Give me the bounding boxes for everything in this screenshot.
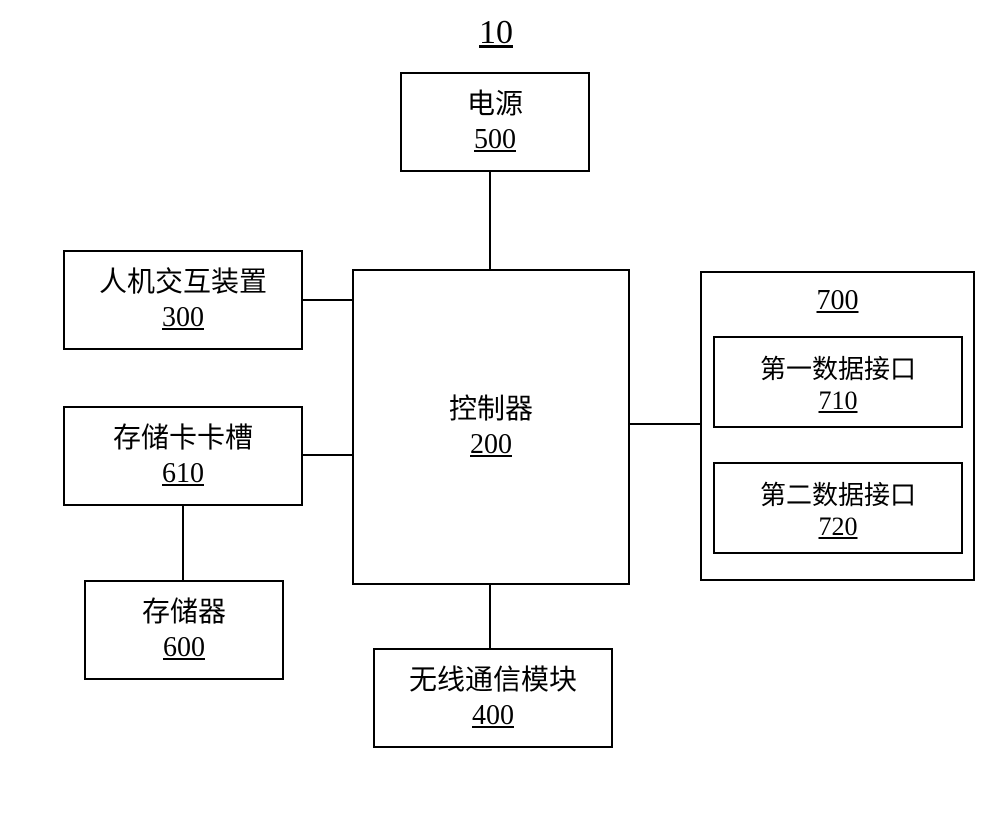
node-memory-number: 600 <box>163 630 205 665</box>
node-interface-2: 第二数据接口 720 <box>713 462 963 554</box>
node-hmi: 人机交互装置 300 <box>63 250 303 350</box>
node-wireless-label: 无线通信模块 <box>409 663 577 698</box>
node-card-slot-number: 610 <box>162 456 204 491</box>
node-group-700-number: 700 <box>702 285 973 317</box>
node-wireless: 无线通信模块 400 <box>373 648 613 748</box>
node-interface-1-number: 710 <box>819 386 858 416</box>
edge-cardslot-memory <box>182 506 184 580</box>
edge-power-controller <box>489 172 491 269</box>
node-memory-label: 存储器 <box>142 595 226 630</box>
node-controller: 控制器 200 <box>352 269 630 585</box>
diagram-title-number: 10 <box>479 14 513 52</box>
node-power-number: 500 <box>474 122 516 157</box>
node-card-slot-label: 存储卡卡槽 <box>113 421 253 456</box>
node-wireless-number: 400 <box>472 698 514 733</box>
node-hmi-number: 300 <box>162 300 204 335</box>
node-controller-number: 200 <box>470 427 512 462</box>
node-memory: 存储器 600 <box>84 580 284 680</box>
node-power: 电源 500 <box>400 72 590 172</box>
node-power-label: 电源 <box>467 87 523 122</box>
node-interface-1: 第一数据接口 710 <box>713 336 963 428</box>
node-controller-label: 控制器 <box>449 392 533 427</box>
edge-hmi-controller <box>303 299 352 301</box>
node-interface-2-label: 第二数据接口 <box>760 475 916 512</box>
edge-cardslot-controller <box>303 454 352 456</box>
node-hmi-label: 人机交互装置 <box>99 265 267 300</box>
edge-controller-group700 <box>630 423 700 425</box>
diagram-canvas: 10 电源 500 人机交互装置 300 存储卡卡槽 610 存储器 600 控… <box>0 0 1000 815</box>
edge-controller-wireless <box>489 585 491 648</box>
node-interface-2-number: 720 <box>819 512 858 542</box>
node-interface-1-label: 第一数据接口 <box>760 349 916 386</box>
node-card-slot: 存储卡卡槽 610 <box>63 406 303 506</box>
